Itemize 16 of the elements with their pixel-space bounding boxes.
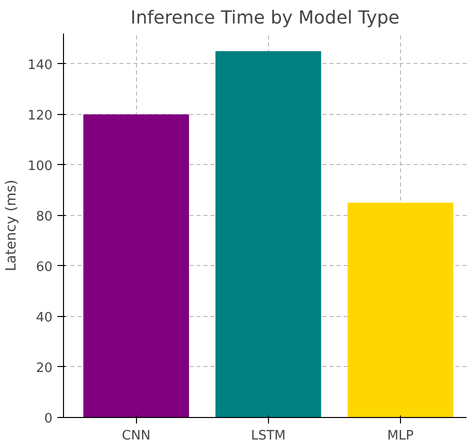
x-tick-label: LSTM [250, 428, 286, 444]
x-tick-label: MLP [387, 428, 414, 444]
y-tick-label: 140 [28, 58, 53, 73]
bar [215, 51, 322, 418]
y-tick-label: 120 [28, 108, 53, 124]
y-tick-label: 40 [36, 310, 53, 326]
bar [83, 114, 190, 418]
y-axis-title: Latency (ms) [4, 180, 20, 272]
y-tick-label: 60 [36, 260, 53, 275]
bar [348, 202, 454, 418]
chart-title: Inference Time by Model Type [130, 8, 400, 28]
y-tick-label: 0 [44, 412, 53, 426]
y-tick-label: 100 [28, 158, 53, 174]
x-tick-label: CNN [122, 428, 150, 444]
y-tick-label: 20 [36, 360, 53, 376]
y-tick-label: 80 [36, 209, 53, 224]
